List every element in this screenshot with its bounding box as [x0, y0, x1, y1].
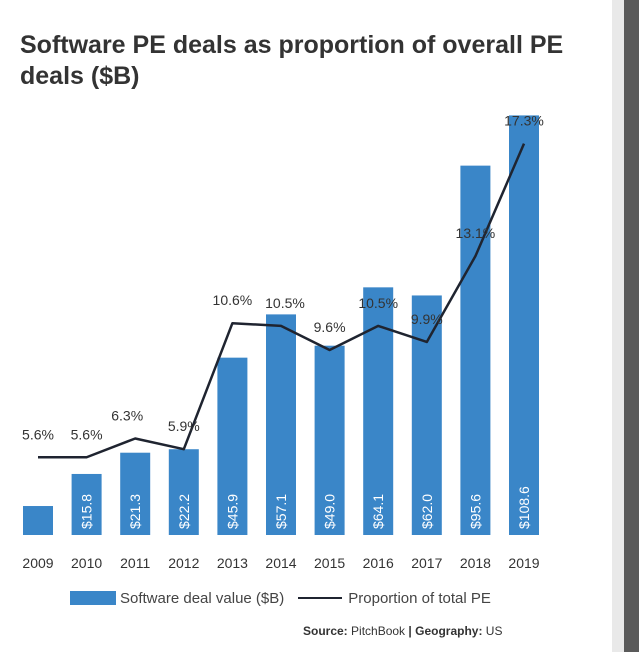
bar-value-label: $62.0	[419, 494, 435, 529]
bar-value-label: $57.1	[273, 494, 289, 529]
x-tick-label: 2015	[314, 555, 345, 571]
bar-2011	[120, 452, 151, 535]
bar-2018	[460, 165, 491, 536]
chart-title: Software PE deals as proportion of overa…	[20, 31, 564, 90]
geo-value: US	[485, 624, 503, 638]
x-tick-label: 2013	[217, 555, 248, 571]
bar-value-label: $45.9	[224, 494, 240, 529]
line-point-label: 10.5%	[358, 295, 398, 311]
line-point-label: 10.6%	[213, 292, 253, 308]
x-tick-label: 2012	[168, 555, 199, 571]
line-point-label: 13.1%	[456, 225, 496, 241]
bar-2010	[71, 473, 102, 535]
line-point-label: 9.9%	[411, 311, 443, 327]
source-note: Source: PitchBook | Geography: US	[303, 624, 502, 638]
bar-value-label: $64.1	[370, 494, 386, 529]
source-label: Source:	[303, 624, 348, 638]
x-tick-label: 2010	[71, 555, 102, 571]
bar-value-label: $49.0	[322, 494, 338, 529]
bar-2015	[314, 345, 345, 535]
legend-bar-swatch	[70, 591, 116, 605]
line-point-label: 5.6%	[22, 426, 54, 442]
edge-border	[624, 0, 639, 652]
x-tick-label: 2011	[120, 555, 150, 571]
bar-value-label: $95.6	[467, 494, 483, 529]
geo-label: Geography:	[415, 624, 483, 638]
x-tick-label: 2017	[411, 555, 442, 571]
chart-legend: Software deal value ($B) Proportion of t…	[70, 587, 491, 609]
x-tick-label: 2014	[265, 555, 296, 571]
line-point-label: 6.3%	[111, 407, 143, 423]
source-value: PitchBook	[351, 624, 406, 638]
bar-value-label: $21.3	[127, 494, 143, 529]
bar-2009	[23, 506, 53, 535]
bar-2014	[266, 314, 296, 535]
line-point-label: 5.9%	[168, 418, 200, 434]
x-tick-label: 2019	[508, 555, 539, 571]
x-tick-label: 2018	[460, 555, 491, 571]
line-point-label: 5.6%	[71, 426, 103, 442]
bar-2012	[168, 449, 199, 535]
bar-value-label: $22.2	[176, 494, 192, 529]
legend-line-label: Proportion of total PE	[348, 589, 491, 607]
line-series-proportion	[38, 143, 526, 459]
source-separator: |	[408, 624, 412, 638]
bar-2019	[509, 115, 539, 535]
bar-value-label: $108.6	[516, 486, 532, 529]
line-point-label: 9.6%	[314, 319, 346, 335]
line-point-label: 10.5%	[265, 295, 305, 311]
bar-2017	[411, 295, 442, 535]
legend-line-swatch	[298, 597, 343, 599]
bar-value-label: $15.8	[79, 494, 95, 529]
edge-shadow	[612, 0, 624, 652]
bar-2013	[217, 357, 248, 535]
chart-plot: 2009 $15.8 2010 $21.3 2011 $22.2 2012 $45.9 2013…	[22, 113, 544, 571]
legend-bar-label: Software deal value ($B)	[120, 589, 285, 607]
line-point-label: 17.3%	[504, 113, 544, 129]
x-tick-label: 2009	[22, 555, 53, 571]
x-tick-label: 2016	[363, 555, 394, 571]
